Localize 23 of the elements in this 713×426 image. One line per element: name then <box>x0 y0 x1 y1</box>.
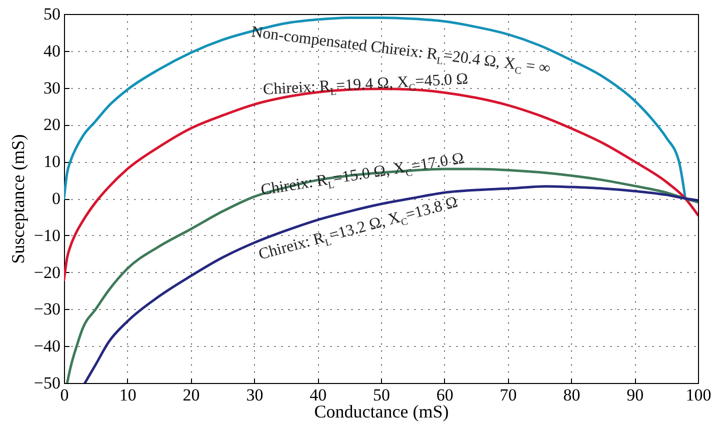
x-tick-label: 70 <box>500 386 517 404</box>
x-tick-label: 100 <box>686 386 712 404</box>
y-tick-label: 30 <box>44 78 60 98</box>
y-tick-label: −50 <box>34 374 60 392</box>
x-axis-title: Conductance (mS) <box>314 402 449 422</box>
y-axis-title: Susceptance (mS) <box>8 134 28 264</box>
y-tick-label: 40 <box>44 41 60 60</box>
y-tick-label: −10 <box>34 226 60 245</box>
x-tick-label: 60 <box>436 386 454 404</box>
x-tick-label: 30 <box>246 386 264 404</box>
y-tick-label: 20 <box>44 115 60 134</box>
y-tick-label: −40 <box>34 336 60 356</box>
y-tick-label: 0 <box>52 189 60 208</box>
y-tick-label: −30 <box>34 300 60 319</box>
y-tick-label: 10 <box>44 152 60 172</box>
x-tick-label: 40 <box>310 386 327 404</box>
x-tick-label: 10 <box>119 386 136 404</box>
x-tick-label: 50 <box>373 386 390 404</box>
y-tick-label: 50 <box>44 4 60 24</box>
x-tick-label: 20 <box>182 386 200 404</box>
x-tick-label: 90 <box>626 386 644 404</box>
x-tick-label: 80 <box>563 386 580 404</box>
y-tick-label: −20 <box>34 262 60 282</box>
